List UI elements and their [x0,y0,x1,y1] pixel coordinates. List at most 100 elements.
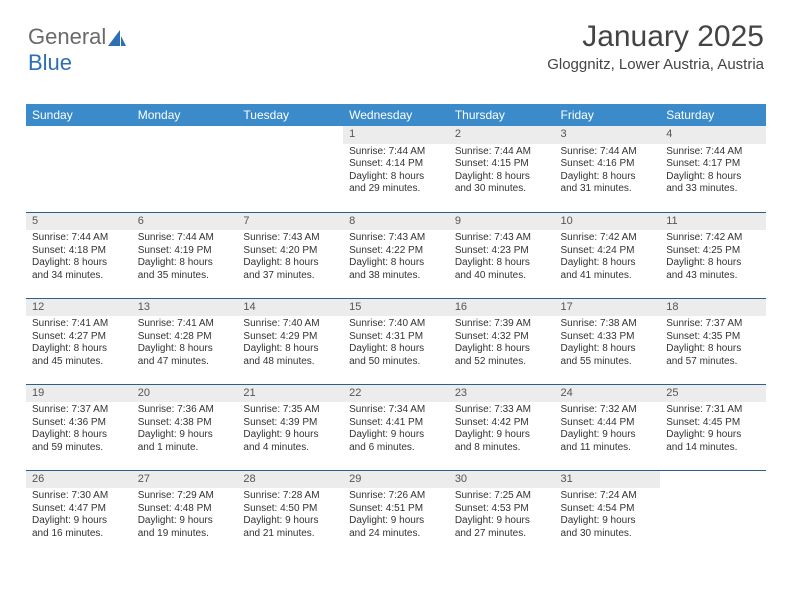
calendar-day-cell: 26Sunrise: 7:30 AMSunset: 4:47 PMDayligh… [26,470,132,556]
day-details: Sunrise: 7:44 AMSunset: 4:15 PMDaylight:… [449,144,555,200]
day-number: 15 [343,299,449,317]
calendar-day-cell: 25Sunrise: 7:31 AMSunset: 4:45 PMDayligh… [660,384,766,470]
calendar-day-cell: 30Sunrise: 7:25 AMSunset: 4:53 PMDayligh… [449,470,555,556]
calendar-day-cell: 16Sunrise: 7:39 AMSunset: 4:32 PMDayligh… [449,298,555,384]
calendar-day-cell: 4Sunrise: 7:44 AMSunset: 4:17 PMDaylight… [660,126,766,212]
calendar-header-cell: Sunday [26,104,132,126]
logo-text-1: General [28,24,106,49]
day-details: Sunrise: 7:44 AMSunset: 4:19 PMDaylight:… [132,230,238,286]
day-number: 24 [555,385,661,403]
day-details: Sunrise: 7:39 AMSunset: 4:32 PMDaylight:… [449,316,555,372]
calendar-day-cell: 10Sunrise: 7:42 AMSunset: 4:24 PMDayligh… [555,212,661,298]
day-details: Sunrise: 7:25 AMSunset: 4:53 PMDaylight:… [449,488,555,544]
calendar-week-row: 5Sunrise: 7:44 AMSunset: 4:18 PMDaylight… [26,212,766,298]
day-details: Sunrise: 7:42 AMSunset: 4:24 PMDaylight:… [555,230,661,286]
day-number: 2 [449,126,555,144]
day-details: Sunrise: 7:26 AMSunset: 4:51 PMDaylight:… [343,488,449,544]
calendar-day-cell: 23Sunrise: 7:33 AMSunset: 4:42 PMDayligh… [449,384,555,470]
calendar-day-cell: 21Sunrise: 7:35 AMSunset: 4:39 PMDayligh… [237,384,343,470]
day-number: 3 [555,126,661,144]
day-details: Sunrise: 7:44 AMSunset: 4:17 PMDaylight:… [660,144,766,200]
calendar-header-cell: Monday [132,104,238,126]
day-number: 29 [343,471,449,489]
calendar-day-cell: 8Sunrise: 7:43 AMSunset: 4:22 PMDaylight… [343,212,449,298]
day-details: Sunrise: 7:38 AMSunset: 4:33 PMDaylight:… [555,316,661,372]
calendar-day-cell: 27Sunrise: 7:29 AMSunset: 4:48 PMDayligh… [132,470,238,556]
calendar-day-cell: 3Sunrise: 7:44 AMSunset: 4:16 PMDaylight… [555,126,661,212]
calendar-day-cell: 20Sunrise: 7:36 AMSunset: 4:38 PMDayligh… [132,384,238,470]
day-details: Sunrise: 7:41 AMSunset: 4:27 PMDaylight:… [26,316,132,372]
day-details: Sunrise: 7:44 AMSunset: 4:18 PMDaylight:… [26,230,132,286]
calendar-day-cell [26,126,132,212]
day-details: Sunrise: 7:24 AMSunset: 4:54 PMDaylight:… [555,488,661,544]
calendar-day-cell: 31Sunrise: 7:24 AMSunset: 4:54 PMDayligh… [555,470,661,556]
day-number: 27 [132,471,238,489]
calendar-day-cell: 1Sunrise: 7:44 AMSunset: 4:14 PMDaylight… [343,126,449,212]
day-number: 7 [237,213,343,231]
day-number: 11 [660,213,766,231]
day-details: Sunrise: 7:35 AMSunset: 4:39 PMDaylight:… [237,402,343,458]
day-details: Sunrise: 7:40 AMSunset: 4:29 PMDaylight:… [237,316,343,372]
day-number: 25 [660,385,766,403]
calendar-day-cell: 18Sunrise: 7:37 AMSunset: 4:35 PMDayligh… [660,298,766,384]
day-number: 30 [449,471,555,489]
calendar-header-cell: Thursday [449,104,555,126]
day-number: 17 [555,299,661,317]
calendar-day-cell: 14Sunrise: 7:40 AMSunset: 4:29 PMDayligh… [237,298,343,384]
calendar-day-cell: 5Sunrise: 7:44 AMSunset: 4:18 PMDaylight… [26,212,132,298]
day-details: Sunrise: 7:33 AMSunset: 4:42 PMDaylight:… [449,402,555,458]
calendar-day-cell: 9Sunrise: 7:43 AMSunset: 4:23 PMDaylight… [449,212,555,298]
day-details: Sunrise: 7:43 AMSunset: 4:22 PMDaylight:… [343,230,449,286]
day-details: Sunrise: 7:44 AMSunset: 4:16 PMDaylight:… [555,144,661,200]
day-number: 10 [555,213,661,231]
calendar-week-row: 12Sunrise: 7:41 AMSunset: 4:27 PMDayligh… [26,298,766,384]
day-number: 1 [343,126,449,144]
calendar-header-cell: Friday [555,104,661,126]
day-details: Sunrise: 7:34 AMSunset: 4:41 PMDaylight:… [343,402,449,458]
day-details: Sunrise: 7:36 AMSunset: 4:38 PMDaylight:… [132,402,238,458]
calendar-day-cell: 19Sunrise: 7:37 AMSunset: 4:36 PMDayligh… [26,384,132,470]
calendar-day-cell: 2Sunrise: 7:44 AMSunset: 4:15 PMDaylight… [449,126,555,212]
day-number: 23 [449,385,555,403]
calendar-day-cell: 12Sunrise: 7:41 AMSunset: 4:27 PMDayligh… [26,298,132,384]
day-details: Sunrise: 7:29 AMSunset: 4:48 PMDaylight:… [132,488,238,544]
calendar-day-cell [660,470,766,556]
day-number: 16 [449,299,555,317]
day-number: 31 [555,471,661,489]
calendar-week-row: 1Sunrise: 7:44 AMSunset: 4:14 PMDaylight… [26,126,766,212]
day-number: 26 [26,471,132,489]
calendar-day-cell [237,126,343,212]
calendar-week-row: 26Sunrise: 7:30 AMSunset: 4:47 PMDayligh… [26,470,766,556]
calendar-header-cell: Tuesday [237,104,343,126]
logo: General Blue [28,24,126,76]
day-number: 8 [343,213,449,231]
calendar-day-cell: 7Sunrise: 7:43 AMSunset: 4:20 PMDaylight… [237,212,343,298]
day-details: Sunrise: 7:32 AMSunset: 4:44 PMDaylight:… [555,402,661,458]
day-details: Sunrise: 7:40 AMSunset: 4:31 PMDaylight:… [343,316,449,372]
day-details: Sunrise: 7:43 AMSunset: 4:20 PMDaylight:… [237,230,343,286]
day-number: 20 [132,385,238,403]
calendar-week-row: 19Sunrise: 7:37 AMSunset: 4:36 PMDayligh… [26,384,766,470]
day-number: 4 [660,126,766,144]
day-number: 22 [343,385,449,403]
day-details: Sunrise: 7:43 AMSunset: 4:23 PMDaylight:… [449,230,555,286]
day-number: 21 [237,385,343,403]
calendar-day-cell: 28Sunrise: 7:28 AMSunset: 4:50 PMDayligh… [237,470,343,556]
calendar-day-cell: 15Sunrise: 7:40 AMSunset: 4:31 PMDayligh… [343,298,449,384]
logo-sail-icon [108,30,126,46]
calendar-header-cell: Wednesday [343,104,449,126]
logo-text-2: Blue [28,50,72,75]
calendar-day-cell: 13Sunrise: 7:41 AMSunset: 4:28 PMDayligh… [132,298,238,384]
calendar-day-cell: 24Sunrise: 7:32 AMSunset: 4:44 PMDayligh… [555,384,661,470]
calendar-day-cell: 17Sunrise: 7:38 AMSunset: 4:33 PMDayligh… [555,298,661,384]
calendar-header-cell: Saturday [660,104,766,126]
day-details: Sunrise: 7:42 AMSunset: 4:25 PMDaylight:… [660,230,766,286]
day-details: Sunrise: 7:37 AMSunset: 4:35 PMDaylight:… [660,316,766,372]
calendar-table: SundayMondayTuesdayWednesdayThursdayFrid… [26,104,766,556]
title-location: Gloggnitz, Lower Austria, Austria [547,56,764,73]
day-number: 9 [449,213,555,231]
calendar-day-cell: 22Sunrise: 7:34 AMSunset: 4:41 PMDayligh… [343,384,449,470]
calendar-day-cell: 11Sunrise: 7:42 AMSunset: 4:25 PMDayligh… [660,212,766,298]
day-details: Sunrise: 7:28 AMSunset: 4:50 PMDaylight:… [237,488,343,544]
day-number: 12 [26,299,132,317]
